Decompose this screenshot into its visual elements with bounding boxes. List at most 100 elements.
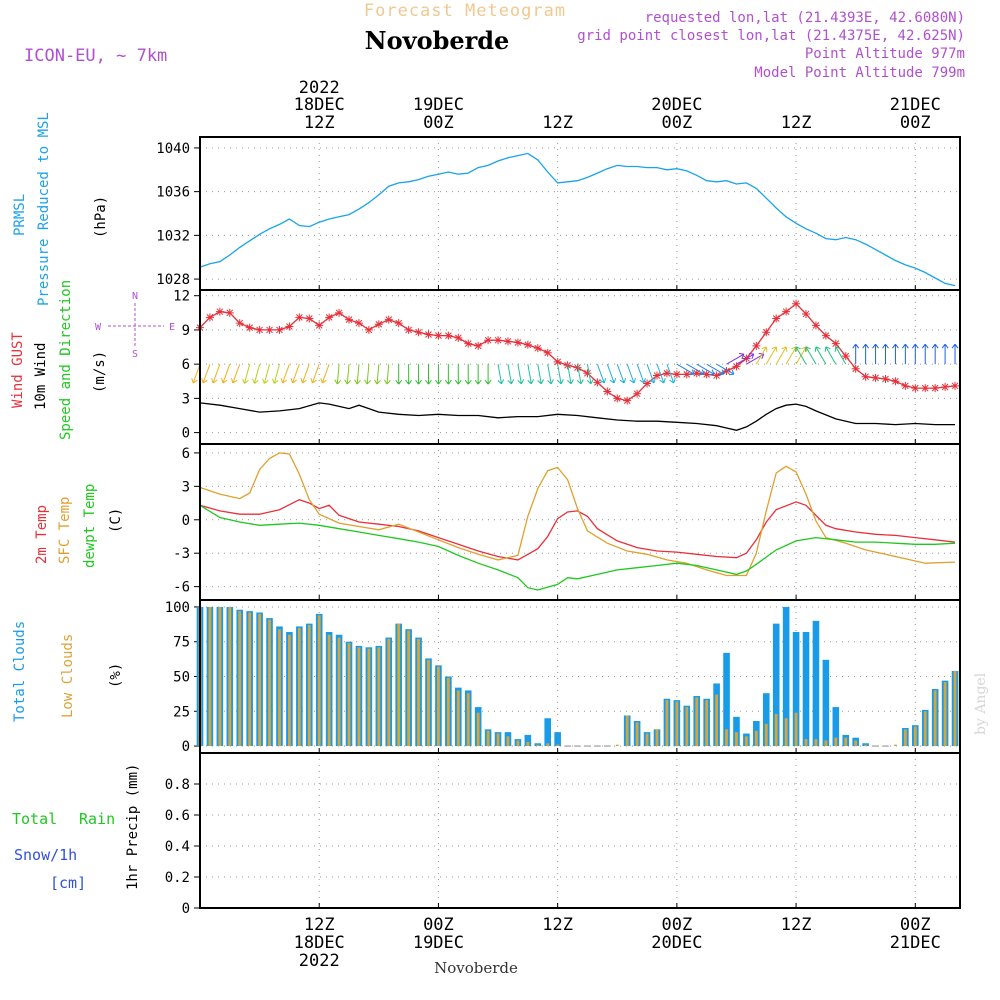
gust-marker [921, 384, 930, 393]
gust-marker [762, 328, 771, 337]
gust-marker [543, 348, 552, 357]
bottom-hour-label: 00Z [900, 915, 931, 935]
wind-direction-arrow [716, 363, 735, 376]
low-cloud-bar [735, 732, 738, 747]
wind-direction-arrow [271, 364, 280, 384]
wind-direction-arrow [191, 363, 201, 384]
y-tick-label: 9 [182, 323, 190, 339]
gust-marker [593, 378, 602, 387]
low-cloud-bar [635, 722, 639, 747]
low-cloud-bar [754, 730, 758, 747]
low-cloud-bar [844, 737, 848, 747]
wind-direction-arrow [415, 364, 422, 385]
series-line-2m-temp [199, 498, 956, 561]
bottom-day-label: 18DEC [294, 933, 345, 953]
gust-marker [951, 381, 960, 390]
y-tick-label: 0.4 [165, 839, 190, 855]
wind-direction-arrow [911, 343, 919, 365]
wind-direction-arrow [755, 346, 768, 365]
top-day-label: 18DEC [294, 95, 345, 115]
wind-direction-arrow [334, 364, 342, 385]
gust-marker [364, 325, 373, 334]
low-cloud-bar [894, 744, 897, 747]
low-cloud-bar [546, 743, 550, 747]
low-cloud-bar [675, 701, 679, 747]
gust-marker [861, 372, 870, 381]
gust-marker [285, 322, 294, 331]
y-tick-label: 6 [182, 357, 190, 373]
gust-marker [374, 320, 383, 329]
snow-label: Snow/1h [14, 846, 77, 864]
bottom-year-label: 2022 [299, 951, 340, 971]
wind-direction-arrow [242, 364, 251, 384]
wind-direction-arrow [606, 363, 617, 384]
gust-marker [662, 369, 671, 378]
pressure-unit-label: (hPa) [93, 196, 109, 238]
total-clouds-label: Total Clouds [12, 621, 28, 722]
low-cloud-bar [437, 666, 440, 747]
low-cloud-bar [496, 733, 500, 747]
gust-marker [434, 331, 443, 340]
wind-direction-arrow [834, 346, 847, 365]
gust-marker [841, 352, 850, 361]
wind-direction-arrow [921, 343, 929, 365]
wind-direction-arrow [262, 364, 271, 384]
low-cloud-bar [695, 697, 699, 747]
total-cloud-bar [822, 659, 830, 747]
low-cloud-bar [834, 737, 838, 747]
y-tick-label: 100 [165, 600, 190, 616]
gust-marker [474, 341, 483, 350]
low-cloud-bar [903, 729, 907, 747]
gust-marker [682, 370, 691, 379]
panels: 1028103210361040036912-6-303602550751000… [156, 136, 961, 917]
gust-marker [772, 314, 781, 323]
y-tick-label: 1040 [156, 141, 190, 157]
low-cloud-bar [417, 638, 420, 747]
gust-marker [652, 371, 661, 380]
compass-e: E [169, 322, 175, 333]
low-cloud-bar [407, 630, 411, 747]
panel-pressure: 1028 1032 1036 1040 [156, 136, 961, 291]
low-cloud-bar [933, 690, 937, 747]
total-cloud-bar [762, 693, 770, 747]
top-hour-label: 12Z [542, 113, 573, 133]
bottom-location: Novoberde [434, 959, 518, 977]
y-tick-label: 50 [173, 670, 190, 686]
wind-direction-arrow [547, 364, 554, 385]
wind-direction-arrow [484, 364, 492, 385]
wind-direction-arrow [354, 364, 361, 385]
gust-marker [851, 364, 860, 373]
total-cloud-bar [723, 652, 730, 747]
low-cloud-bar [923, 711, 927, 747]
gust-marker [295, 313, 304, 322]
wind-speed-dir-label: Speed and Direction [58, 280, 74, 440]
wind-direction-arrow [374, 364, 381, 385]
gust-marker [911, 384, 920, 393]
wind-direction-arrow [497, 364, 505, 385]
clouds-unit-label: (%) [108, 663, 124, 688]
low-cloud-bar [645, 733, 649, 747]
gust-marker [752, 341, 761, 350]
precip-labels: Total Rain Snow/1h [cm] 1hr Precip (mm) [12, 764, 141, 892]
low-cloud-bar [864, 744, 868, 747]
bottom-hour-label: 12Z [542, 915, 573, 935]
gust-marker [931, 384, 940, 393]
low-cloud-bar [824, 740, 828, 747]
low-cloud-bar [665, 700, 669, 747]
wind-direction-arrow [383, 364, 391, 385]
low-cloud-bar [228, 606, 232, 747]
top-day-label: 20DEC [651, 95, 702, 115]
rain-label: Rain [79, 810, 115, 828]
low-cloud-bar [218, 606, 222, 747]
gust-marker [444, 331, 453, 340]
gust-marker [315, 321, 324, 330]
wind-direction-arrow [221, 363, 231, 384]
wind-direction-arrow [567, 364, 574, 385]
top-day-label: 19DEC [413, 95, 464, 115]
wind-direction-arrow [320, 363, 330, 384]
top-hour-label: 12Z [304, 113, 335, 133]
gridpoint-coords: grid point closest lon,lat (21.4375E, 42… [577, 28, 965, 44]
total-cloud-bar [554, 732, 561, 747]
wind-direction-arrow [596, 363, 607, 384]
